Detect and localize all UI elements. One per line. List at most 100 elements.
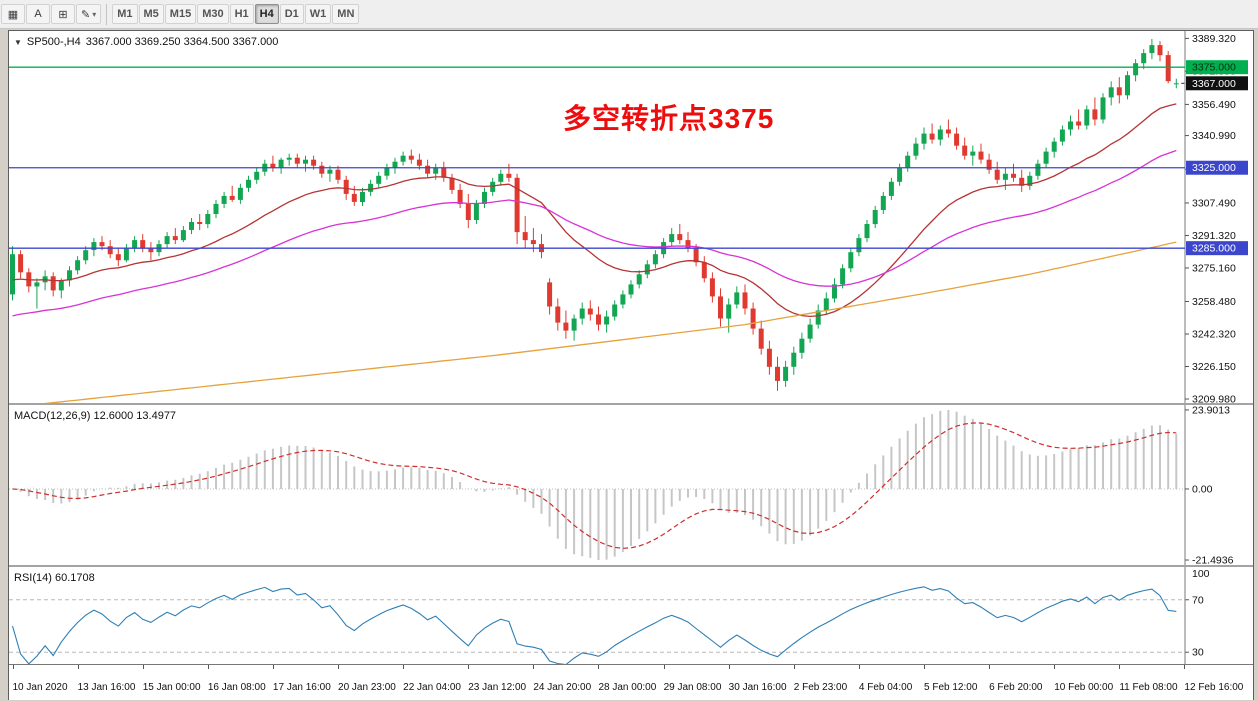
price-level-badge: [1186, 241, 1248, 256]
candle-body: [1125, 75, 1130, 96]
time-tick: [338, 665, 340, 669]
candle-body: [530, 240, 536, 245]
time-tick: [533, 665, 535, 669]
macd-tick-label: 0.00: [1192, 484, 1213, 496]
candle-body: [498, 173, 504, 182]
drawing-tool-button[interactable]: ✎ ▾: [76, 4, 102, 24]
text-tool-button[interactable]: ⊞: [51, 4, 75, 24]
pane-splitter-2[interactable]: [9, 565, 1253, 567]
candle-body: [18, 254, 24, 273]
candle-body: [766, 348, 772, 367]
timeframe-m5[interactable]: M5: [138, 4, 164, 24]
macd-signal-line: [12, 422, 1177, 549]
timeframe-d1[interactable]: D1: [279, 4, 304, 24]
candle-body: [1141, 53, 1147, 64]
candle-body: [1092, 109, 1098, 120]
candle-body: [343, 179, 349, 194]
candle-body: [1019, 177, 1025, 186]
macd-tick-label: 23.9013: [1192, 405, 1230, 417]
candle-body: [628, 284, 634, 295]
candle-body: [1002, 173, 1008, 180]
timeframe-m15[interactable]: M15: [164, 4, 197, 24]
candle-body: [929, 133, 935, 140]
timeframe-mn[interactable]: MN: [332, 4, 360, 24]
time-axis-label: 15 Jan 00:00: [142, 682, 201, 693]
macd-pane[interactable]: 23.9013 0.00 -21.4936 MACD(12,26,9) 12.600…: [9, 405, 1253, 565]
candle-body: [319, 165, 325, 174]
candle-body: [91, 242, 97, 251]
candle-body: [758, 328, 764, 349]
timeframe-h4[interactable]: H4: [254, 4, 279, 24]
time-tick: [468, 665, 470, 669]
cursor-mode-button[interactable]: A: [26, 4, 50, 24]
candle-body: [986, 159, 992, 170]
price-level-badge-label: 3325.000: [1192, 162, 1236, 174]
chart-window: 3389.3203372.9903356.4903340.9903324.240…: [8, 30, 1254, 700]
candle-body: [67, 270, 72, 281]
toolbar-left-group: ▦ A ⊞ ✎ ▾: [1, 4, 102, 24]
time-axis-label: 22 Jan 04:00: [403, 682, 461, 693]
macd-tick-label: -21.4936: [1192, 555, 1234, 566]
time-tick: [728, 665, 730, 669]
candle-body: [270, 163, 276, 168]
rsi-pane[interactable]: 100 70 30 RSI(14) 60.1708: [9, 567, 1253, 664]
price-tick-label: 3209.980: [1192, 394, 1236, 404]
candle-body: [921, 133, 927, 144]
candle-body: [856, 238, 862, 253]
symbol-collapse-icon[interactable]: ▼: [14, 37, 22, 47]
time-axis-label: 13 Jan 16:00: [77, 682, 136, 693]
candle-body: [172, 236, 178, 241]
time-axis-label: 10 Feb 00:00: [1054, 682, 1114, 693]
time-tick: [142, 665, 144, 669]
price-tick-label: 3275.160: [1192, 263, 1236, 275]
time-tick: [989, 665, 991, 669]
chart-windows-button[interactable]: ▦: [1, 4, 25, 24]
toolbar: ▦ A ⊞ ✎ ▾ M1 M5 M15 M30 H1 H4 D1 W1 MN: [0, 0, 1258, 29]
candle-body: [400, 155, 406, 162]
candle-body: [872, 210, 878, 225]
price-tick-label: 3258.480: [1192, 296, 1236, 308]
candle-body: [294, 157, 300, 164]
candle-body: [205, 214, 211, 225]
time-tick: [924, 665, 925, 669]
time-axis-label: 10 Jan 2020: [12, 682, 68, 693]
candle-body: [213, 203, 219, 214]
rsi-line: [11, 586, 1177, 664]
caret-down-icon: ▾: [92, 9, 97, 19]
candle-body: [718, 296, 723, 319]
candle-body: [1051, 141, 1057, 152]
price-tick-label: 3340.990: [1192, 130, 1236, 142]
price-tick-label: 3242.320: [1192, 329, 1236, 341]
price-pane[interactable]: 3389.3203372.9903356.4903340.9903324.240…: [9, 31, 1253, 403]
candle-body: [34, 282, 40, 287]
timeframe-h1[interactable]: H1: [229, 4, 254, 24]
candle-body: [840, 268, 846, 285]
candle-body: [799, 338, 805, 353]
candle-body: [416, 159, 422, 166]
ma-fast-red-line: [12, 103, 1177, 318]
candle-body: [962, 145, 968, 156]
candle-body: [612, 304, 618, 317]
candle-body: [75, 260, 81, 271]
time-axis-label: 16 Jan 08:00: [207, 682, 266, 693]
time-axis[interactable]: 10 Jan 2020 13 Jan 16:00 15 Jan 00:00 16 Ja…: [9, 664, 1253, 700]
candle-body: [669, 234, 675, 243]
candle-body: [457, 189, 463, 204]
time-tick: [1184, 665, 1186, 669]
time-tick: [858, 665, 860, 669]
timeframe-w1[interactable]: W1: [304, 4, 332, 24]
candle-body: [148, 248, 154, 253]
time-tick: [272, 665, 274, 669]
candle-body: [848, 252, 854, 269]
candle-body: [408, 155, 414, 160]
candle-body: [913, 143, 919, 156]
timeframe-m1[interactable]: M1: [112, 4, 138, 24]
candle-body: [677, 234, 683, 241]
candle-body: [1035, 163, 1041, 176]
candle-body: [237, 187, 243, 200]
candle-body: [978, 151, 984, 160]
price-level-badge-label: 3285.000: [1192, 243, 1236, 255]
timeframe-m30[interactable]: M30: [197, 4, 229, 24]
candle-body: [709, 278, 715, 297]
pane-splitter-1[interactable]: [9, 403, 1253, 405]
